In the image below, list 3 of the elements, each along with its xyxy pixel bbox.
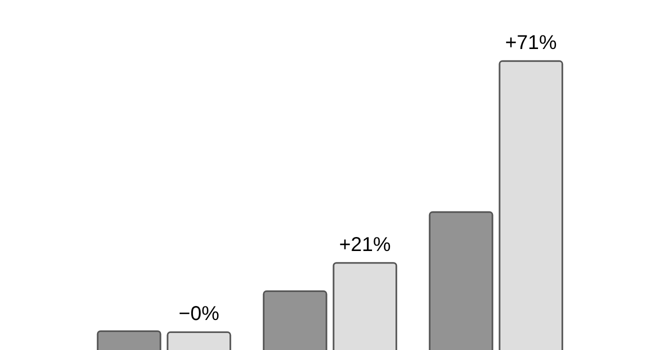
annotation: +21%	[339, 234, 392, 256]
annotation: −0%	[178, 303, 220, 326]
annotation: +71%	[505, 32, 558, 54]
